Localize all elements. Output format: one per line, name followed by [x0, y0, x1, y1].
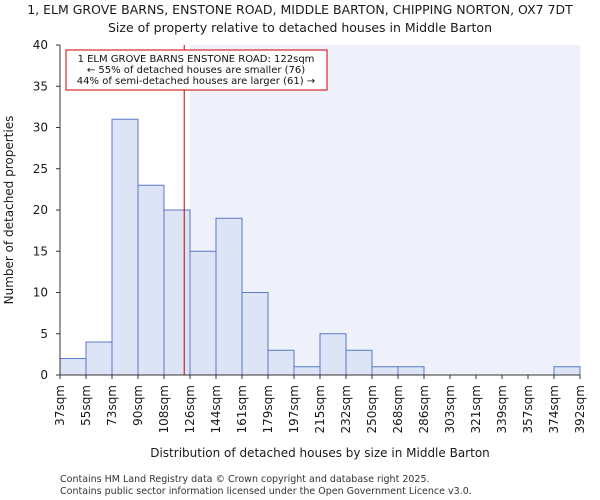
chart-title: 1, ELM GROVE BARNS, ENSTONE ROAD, MIDDLE… [27, 2, 573, 17]
bar-197sqm [293, 366, 321, 376]
y-axis-label: Number of detached properties [2, 116, 16, 305]
bar-232sqm [345, 349, 373, 376]
x-tick-label-303sqm: 303sqm [443, 385, 457, 433]
bar-126sqm [189, 250, 217, 376]
x-tick-label-215sqm: 215sqm [313, 385, 327, 433]
x-tick-label-126sqm: 126sqm [183, 385, 197, 433]
y-tick-label-40: 40 [33, 38, 48, 52]
bar-108sqm [163, 209, 191, 376]
y-tick-label-10: 10 [33, 286, 48, 300]
y-tick-label-15: 15 [33, 244, 48, 258]
x-tick-label-374sqm: 374sqm [547, 385, 561, 433]
x-ticks-group: 37sqm 55sqm 73sqm 90sqm 108sqm 126sqm 144sqm 16… [53, 375, 587, 433]
y-tick-label-25: 25 [33, 162, 48, 176]
footer-line-2: Contains public sector information licen… [60, 486, 472, 497]
x-tick-label-73sqm: 73sqm [105, 385, 119, 426]
annotation-line-1: 1 ELM GROVE BARNS ENSTONE ROAD: 122sqm [78, 54, 315, 65]
bar-144sqm [215, 217, 243, 376]
bar-55sqm [85, 341, 113, 376]
x-tick-label-357sqm: 357sqm [521, 385, 535, 433]
x-tick-label-392sqm: 392sqm [573, 385, 587, 433]
bar-268sqm [397, 366, 425, 376]
x-tick-label-55sqm: 55sqm [79, 385, 93, 426]
bar-374sqm [553, 366, 581, 376]
annotation-line-2: ← 55% of detached houses are smaller (76… [87, 65, 305, 76]
bar-215sqm [319, 333, 347, 376]
y-tick-label-20: 20 [33, 203, 48, 217]
y-tick-label-0: 0 [40, 368, 48, 382]
x-tick-label-197sqm: 197sqm [287, 385, 301, 433]
x-tick-label-232sqm: 232sqm [339, 385, 353, 433]
y-tick-label-35: 35 [33, 79, 48, 93]
annotation-line-3: 44% of semi-detached houses are larger (… [77, 76, 315, 87]
annotation-border [65, 49, 328, 91]
x-tick-label-161sqm: 161sqm [235, 385, 249, 433]
x-tick-label-144sqm: 144sqm [209, 385, 223, 433]
x-tick-label-250sqm: 250sqm [365, 385, 379, 433]
bar-250sqm [371, 366, 399, 376]
bar-179sqm [267, 349, 295, 376]
y-ticks-group: 0 5 10 15 20 25 30 35 40 [33, 38, 60, 382]
annotation-box: 1 ELM GROVE BARNS ENSTONE ROAD: 122sqm ←… [65, 49, 328, 91]
y-tick-label-30: 30 [33, 121, 48, 135]
x-tick-label-37sqm: 37sqm [53, 385, 67, 426]
bar-90sqm [137, 184, 165, 376]
x-tick-label-321sqm: 321sqm [469, 385, 483, 433]
bars-group [59, 118, 581, 376]
x-tick-label-268sqm: 268sqm [391, 385, 405, 433]
footer-line-1: Contains HM Land Registry data © Crown c… [60, 474, 430, 485]
x-axis-label: Distribution of detached houses by size … [150, 446, 490, 460]
x-tick-label-108sqm: 108sqm [157, 385, 171, 433]
bar-73sqm [111, 118, 139, 376]
y-tick-label-5: 5 [40, 327, 48, 341]
x-tick-label-90sqm: 90sqm [131, 385, 145, 426]
chart-subtitle: Size of property relative to detached ho… [108, 20, 492, 35]
bar-161sqm [241, 292, 269, 376]
x-tick-label-286sqm: 286sqm [417, 385, 431, 433]
x-tick-label-179sqm: 179sqm [261, 385, 275, 433]
bar-37sqm [59, 358, 87, 376]
x-tick-label-339sqm: 339sqm [495, 385, 509, 433]
